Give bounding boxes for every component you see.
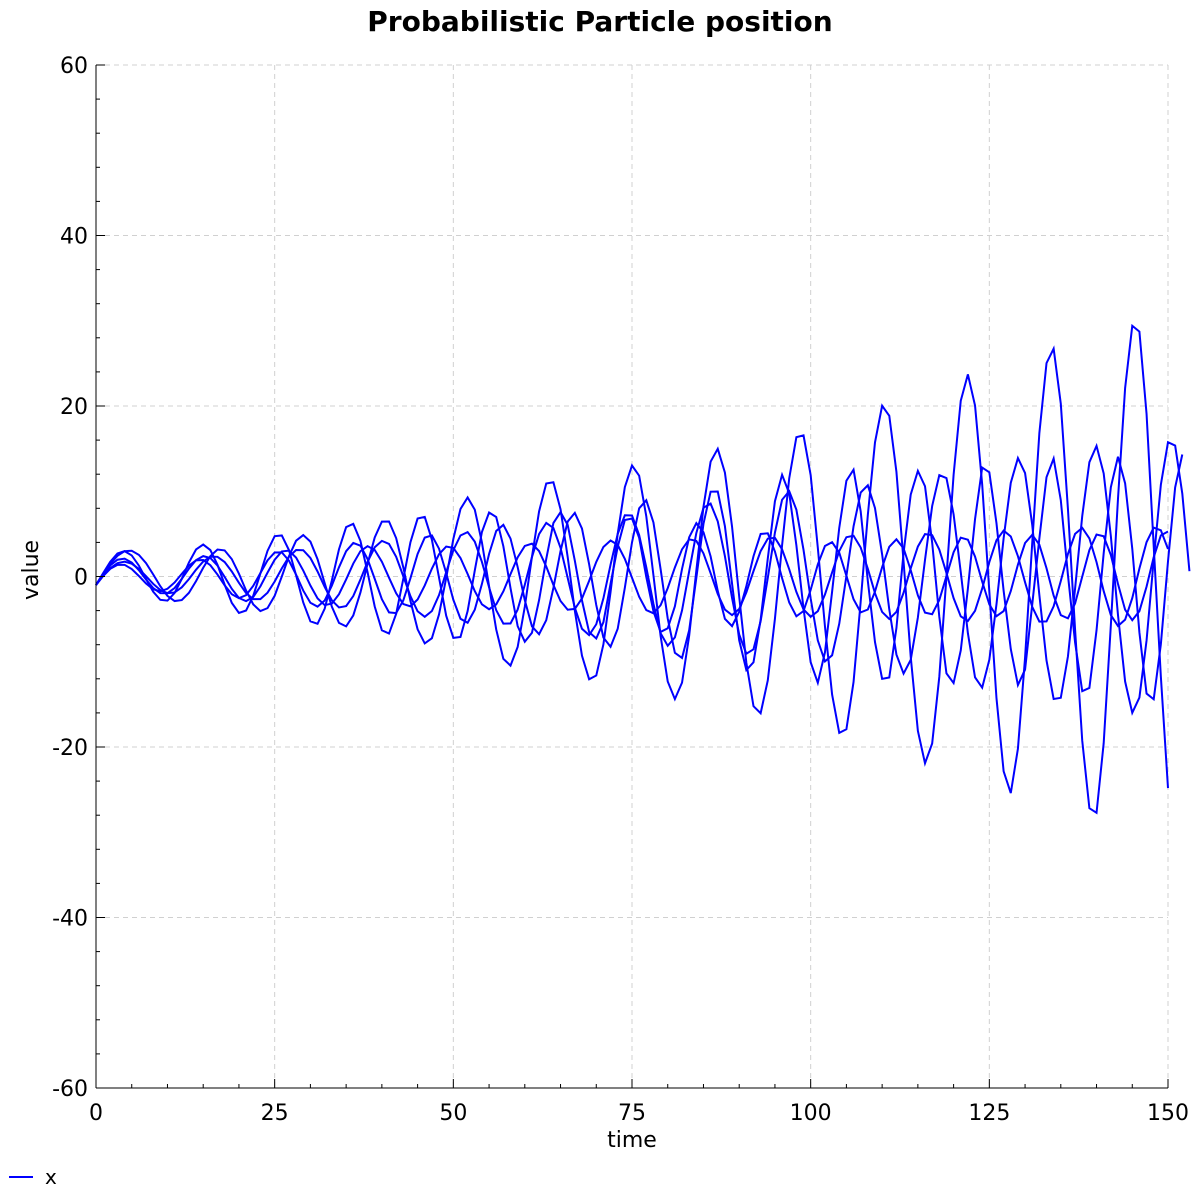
legend: x — [9, 1165, 57, 1189]
chart-title: Probabilistic Particle position — [367, 5, 832, 38]
legend-label-x: x — [45, 1165, 57, 1189]
y-tick-label: 60 — [60, 54, 88, 79]
grid — [96, 64, 1169, 1088]
x-tick-label: 150 — [1147, 1101, 1189, 1126]
y-tick-label: 40 — [60, 225, 88, 250]
series-line-4 — [95, 526, 1169, 628]
series-line-2 — [95, 440, 1191, 716]
tick-labels: 0 25 50 75 100 125 150 -60 -40 -20 0 20 40 60 — [52, 54, 1189, 1126]
y-tick-label: -60 — [52, 1077, 88, 1102]
series-line-3 — [95, 454, 1184, 702]
y-tick-label: -40 — [52, 907, 88, 932]
y-axis-label: value — [19, 540, 44, 600]
x-axis-label: time — [607, 1128, 657, 1153]
y-tick-label: 0 — [74, 566, 88, 591]
x-tick-label: 125 — [968, 1101, 1010, 1126]
y-tick-label: -20 — [52, 736, 88, 761]
series-layer — [95, 323, 1191, 815]
x-tick-label: 100 — [790, 1101, 832, 1126]
series-line-1 — [95, 323, 1169, 815]
y-tick-label: 20 — [60, 395, 88, 420]
x-tick-label: 0 — [89, 1101, 103, 1126]
x-tick-label: 75 — [618, 1101, 646, 1126]
axes — [95, 64, 1169, 1089]
x-tick-label: 25 — [261, 1101, 289, 1126]
x-tick-label: 50 — [439, 1101, 467, 1126]
series-line-5 — [95, 510, 1169, 644]
